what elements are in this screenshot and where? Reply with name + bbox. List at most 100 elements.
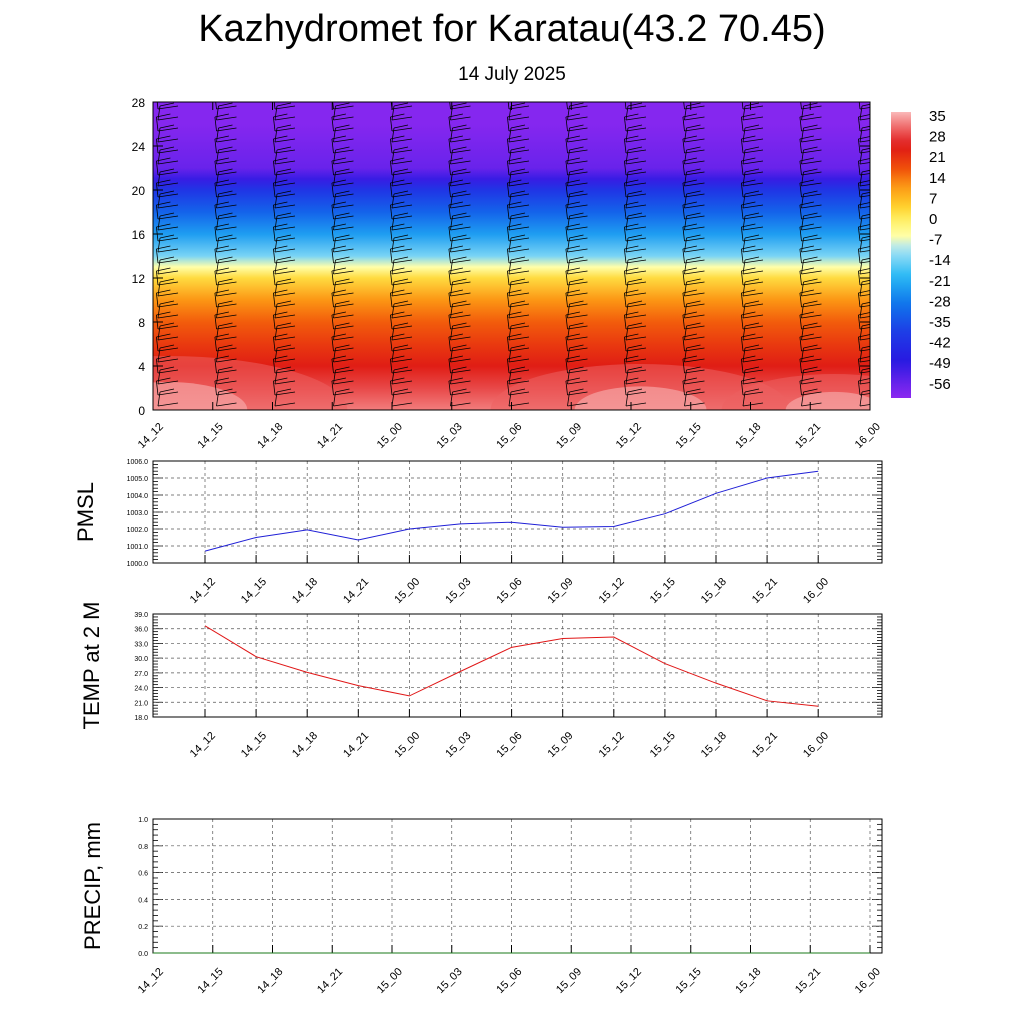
wind-barb xyxy=(801,322,822,341)
wind-barb xyxy=(625,300,647,319)
wind-barb xyxy=(157,168,179,187)
x-tick-label: 15_12 xyxy=(597,576,627,606)
wind-barb xyxy=(333,168,354,187)
surface-warm-core xyxy=(153,356,870,410)
wind-barb xyxy=(742,256,764,275)
wind-barb xyxy=(859,345,870,363)
x-tick-label: 15_21 xyxy=(793,421,823,451)
wind-barb xyxy=(684,168,705,187)
wind-barb xyxy=(567,102,588,121)
x-tick-label: 15_15 xyxy=(648,730,678,760)
wind-barb xyxy=(859,257,870,275)
wind-barb xyxy=(216,388,237,407)
wind-barb xyxy=(450,168,471,187)
y-tick-label: 1002.0 xyxy=(127,527,149,534)
x-tick-label: 14_18 xyxy=(255,966,285,996)
wind-barb xyxy=(157,146,179,165)
wind-barb xyxy=(859,103,870,121)
x-tick-label: 15_00 xyxy=(392,576,422,606)
wind-barb xyxy=(333,344,354,363)
wind-barb xyxy=(625,322,647,341)
y-tick-label: 21.0 xyxy=(134,700,148,707)
wind-barb xyxy=(450,366,471,385)
y-tick-label: 4 xyxy=(138,360,145,374)
x-tick-label: 14_18 xyxy=(290,576,320,606)
wind-barb xyxy=(157,212,179,231)
colorbar-label: -28 xyxy=(929,293,951,310)
wind-barb xyxy=(274,322,296,341)
wind-barb xyxy=(801,256,822,275)
wind-barb xyxy=(216,190,237,209)
x-tick-label: 16_00 xyxy=(801,730,831,760)
wind-barb xyxy=(801,344,822,363)
wind-barb xyxy=(508,344,530,363)
colorbar-label: 28 xyxy=(929,129,946,146)
wind-barb xyxy=(742,234,764,253)
y-tick-label: 0 xyxy=(138,404,145,418)
wind-barb xyxy=(332,102,354,110)
wind-barb xyxy=(859,235,870,253)
y-tick-label: 36.0 xyxy=(134,627,148,634)
wind-barb xyxy=(391,102,413,121)
wind-barb xyxy=(801,388,822,407)
warm-core-1 xyxy=(574,386,707,410)
wind-barb xyxy=(333,300,354,319)
wind-barb xyxy=(216,124,237,143)
wind-barb xyxy=(800,102,822,110)
x-tick-label: 15_12 xyxy=(597,730,627,760)
y-tick-label: 0.2 xyxy=(138,924,148,931)
x-tick-label: 16_00 xyxy=(801,576,831,606)
wind-barb xyxy=(450,124,471,143)
wind-barb xyxy=(567,344,588,363)
wind-barb xyxy=(801,234,822,253)
wind-barb xyxy=(684,322,705,341)
wind-barb xyxy=(333,212,354,231)
wind-barb xyxy=(274,300,296,319)
wind-barb xyxy=(625,388,647,407)
colorbar-label: 14 xyxy=(929,170,946,187)
wind-barb xyxy=(157,256,179,275)
wind-barb xyxy=(157,388,179,407)
x-tick-label: 15_12 xyxy=(614,966,644,996)
wind-barb xyxy=(567,124,588,143)
wind-barb xyxy=(216,322,237,341)
colorbar-label: 7 xyxy=(929,190,937,207)
wind-barb xyxy=(567,168,588,187)
y-tick-label: 20 xyxy=(132,184,146,198)
wind-barb xyxy=(508,102,530,121)
y-tick-label: 33.0 xyxy=(134,641,148,648)
page-subtitle: 14 July 2025 xyxy=(458,64,566,85)
wind-barb xyxy=(742,124,764,143)
wind-barb xyxy=(625,102,647,121)
wind-barb xyxy=(567,146,588,165)
wind-barb xyxy=(508,212,530,231)
wind-barb xyxy=(274,146,296,165)
x-tick-label: 15_18 xyxy=(699,576,729,606)
cross-section-panel: 0 4 8 12 16 20 24 28 14_12 14_15 14_18 14_21 15_00 1… xyxy=(132,96,883,451)
x-tick-label: 14_21 xyxy=(315,421,345,451)
x-tick-label: 15_09 xyxy=(546,730,576,760)
colorbar-label: -56 xyxy=(929,376,951,393)
wind-barb xyxy=(684,102,705,121)
cross-section-y-axis: 0 4 8 12 16 20 24 28 xyxy=(132,96,870,418)
y-tick-label: 1003.0 xyxy=(127,510,149,517)
wind-barb xyxy=(450,388,471,407)
wind-barb xyxy=(333,234,354,253)
wind-barb xyxy=(391,146,413,165)
wind-barb xyxy=(274,234,296,253)
wind-barb xyxy=(274,256,296,275)
x-tick-label: 14_12 xyxy=(136,421,166,451)
x-tick-label: 15_03 xyxy=(443,730,473,760)
wind-barb xyxy=(333,102,354,121)
colorbar-label: 35 xyxy=(929,108,946,125)
wind-barb xyxy=(567,190,588,209)
wind-barb xyxy=(742,344,764,363)
wind-barb xyxy=(801,168,822,187)
x-tick-label: 15_15 xyxy=(674,966,704,996)
wind-barb xyxy=(216,278,237,297)
wind-barb xyxy=(216,212,237,231)
x-tick-label: 14_21 xyxy=(341,730,371,760)
x-tick-label: 15_09 xyxy=(546,576,576,606)
wind-barb xyxy=(216,366,237,385)
y-axis-label: PRECIP, mm xyxy=(80,822,105,950)
